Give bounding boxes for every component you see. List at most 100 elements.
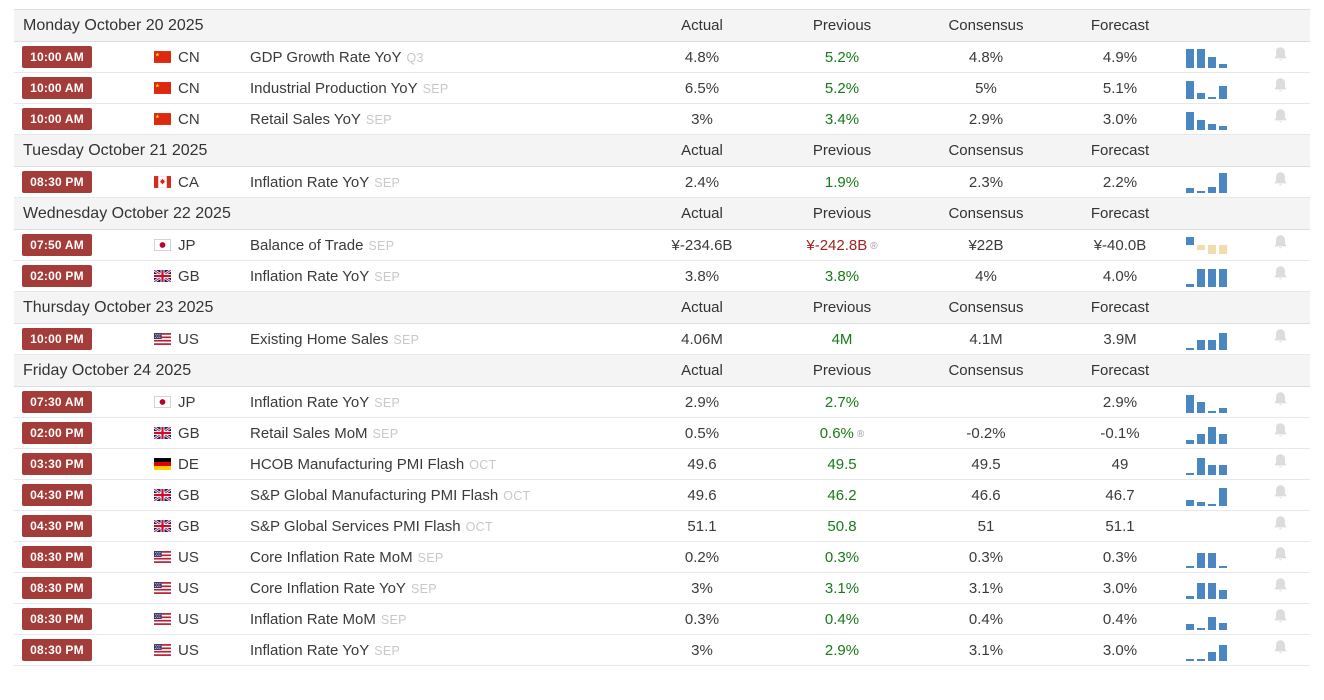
- consensus-value: 4.1M: [969, 330, 1003, 348]
- alert-bell-button[interactable]: [1250, 328, 1310, 350]
- alert-bell-button[interactable]: [1250, 391, 1310, 413]
- calendar-event-row: 10:00 AM CN Industrial Production YoY SEP 6.…: [14, 73, 1310, 104]
- event-name-link[interactable]: S&P Global Services PMI Flash: [250, 517, 461, 535]
- event-name-link[interactable]: Retail Sales MoM: [250, 424, 368, 442]
- event-name-link[interactable]: Inflation Rate YoY: [250, 393, 370, 411]
- mini-bar-chart: [1186, 234, 1230, 256]
- bell-icon: [1272, 608, 1289, 630]
- alert-bell-button[interactable]: [1250, 234, 1310, 256]
- revised-marker: ®: [856, 428, 865, 440]
- alert-bell-button[interactable]: [1250, 453, 1310, 475]
- bell-icon: [1272, 77, 1289, 99]
- alert-bell-button[interactable]: [1250, 46, 1310, 68]
- column-header-previous: Previous: [812, 205, 872, 222]
- event-reference-period: SEP: [374, 395, 401, 410]
- event-country-cell: GB: [154, 518, 250, 535]
- event-chart-cell: [1180, 234, 1250, 256]
- alert-bell-button[interactable]: [1250, 639, 1310, 661]
- event-chart-cell: [1180, 171, 1250, 193]
- event-country-cell: CN: [154, 111, 250, 128]
- event-name-link[interactable]: Industrial Production YoY: [250, 79, 418, 97]
- mini-bar-chart: [1186, 328, 1250, 350]
- event-time-badge: 08:30 PM: [22, 546, 92, 568]
- forecast-value: 0.4%: [1102, 610, 1138, 628]
- previous-value-cell: 3.1%: [772, 580, 912, 597]
- spark-bar: [1197, 120, 1205, 130]
- event-name-link[interactable]: Inflation Rate YoY: [250, 267, 370, 285]
- alert-bell-button[interactable]: [1250, 608, 1310, 630]
- consensus-value: 49.5: [971, 455, 1001, 473]
- event-time-badge: 02:00 PM: [22, 265, 92, 287]
- spark-bar: [1219, 465, 1227, 475]
- column-header-previous: Previous: [812, 17, 872, 34]
- event-name-cell: GDP Growth Rate YoY Q3: [250, 49, 632, 66]
- event-name-link[interactable]: Core Inflation Rate MoM: [250, 548, 413, 566]
- event-country-cell: US: [154, 331, 250, 348]
- event-name-link[interactable]: S&P Global Manufacturing PMI Flash: [250, 486, 499, 504]
- event-chart-cell: [1180, 422, 1250, 444]
- event-name-link[interactable]: Inflation Rate MoM: [250, 610, 376, 628]
- mini-bar-chart: [1186, 577, 1250, 599]
- event-name-link[interactable]: Inflation Rate YoY: [250, 641, 370, 659]
- event-name-link[interactable]: Balance of Trade: [250, 236, 364, 254]
- event-time-badge: 08:30 PM: [22, 608, 92, 630]
- mini-bar-chart: [1186, 108, 1250, 130]
- alert-bell-button[interactable]: [1250, 77, 1310, 99]
- alert-bell-button[interactable]: [1250, 108, 1310, 130]
- event-reference-period: SEP: [374, 175, 401, 190]
- event-name-link[interactable]: HCOB Manufacturing PMI Flash: [250, 455, 465, 473]
- bell-icon: [1272, 515, 1289, 537]
- actual-value: 0.3%: [684, 610, 720, 628]
- previous-value: 2.7%: [824, 393, 860, 411]
- event-name-link[interactable]: GDP Growth Rate YoY: [250, 48, 402, 66]
- spark-bar: [1186, 188, 1194, 193]
- alert-bell-button[interactable]: [1250, 484, 1310, 506]
- event-reference-period: SEP: [380, 612, 407, 627]
- spark-bar: [1197, 502, 1205, 506]
- spark-bar: [1208, 465, 1216, 475]
- spark-bar: [1197, 628, 1205, 630]
- country-code: GB: [178, 517, 200, 535]
- alert-bell-button[interactable]: [1250, 546, 1310, 568]
- event-name-link[interactable]: Inflation Rate YoY: [250, 173, 370, 191]
- consensus-value: 3.1%: [968, 579, 1004, 597]
- column-header-actual: Actual: [681, 205, 723, 222]
- previous-value: 0.4%: [824, 610, 860, 628]
- alert-bell-button[interactable]: [1250, 171, 1310, 193]
- event-name-link[interactable]: Existing Home Sales: [250, 330, 389, 348]
- calendar-event-row: 08:30 PM US Core Inflation Rate YoY SEP 3% 3.…: [14, 573, 1310, 604]
- consensus-value: 4.8%: [968, 48, 1004, 66]
- column-header-previous: Previous: [812, 299, 872, 316]
- consensus-value: 0.3%: [968, 548, 1004, 566]
- country-code: US: [178, 330, 199, 348]
- alert-bell-button[interactable]: [1250, 515, 1310, 537]
- event-reference-period: SEP: [393, 332, 420, 347]
- spark-bar: [1186, 596, 1194, 599]
- country-code: CN: [178, 48, 200, 66]
- previous-value: 3.1%: [824, 579, 860, 597]
- event-name-cell: HCOB Manufacturing PMI Flash OCT: [250, 456, 632, 473]
- actual-value: 3%: [691, 641, 713, 659]
- actual-value: 6.5%: [684, 79, 720, 97]
- spark-bar: [1219, 333, 1227, 350]
- event-name-cell: Inflation Rate YoY SEP: [250, 394, 632, 411]
- revised-marker: ®: [870, 240, 878, 252]
- event-name-link[interactable]: Retail Sales YoY: [250, 110, 361, 128]
- column-header-consensus: Consensus: [948, 17, 1024, 34]
- spark-bar: [1197, 269, 1205, 287]
- event-chart-cell: [1180, 639, 1250, 661]
- alert-bell-button[interactable]: [1250, 577, 1310, 599]
- event-name-link[interactable]: Core Inflation Rate YoY: [250, 579, 406, 597]
- event-time-badge: 02:00 PM: [22, 422, 92, 444]
- event-time-cell: 04:30 PM: [14, 484, 154, 506]
- alert-bell-button[interactable]: [1250, 265, 1310, 287]
- event-time-cell: 10:00 AM: [14, 77, 154, 99]
- event-chart-cell: [1180, 46, 1250, 68]
- previous-value-cell: 0.4%: [772, 611, 912, 628]
- forecast-value: 46.7: [1105, 486, 1135, 504]
- calendar-event-row: 10:00 AM CN GDP Growth Rate YoY Q3 4.8% 5.2% 4…: [14, 42, 1310, 73]
- calendar-event-row: 08:30 PM US Core Inflation Rate MoM SEP 0.2%…: [14, 542, 1310, 573]
- alert-bell-button[interactable]: [1250, 422, 1310, 444]
- consensus-value: -0.2%: [966, 424, 1006, 442]
- event-time-cell: 10:00 AM: [14, 108, 154, 130]
